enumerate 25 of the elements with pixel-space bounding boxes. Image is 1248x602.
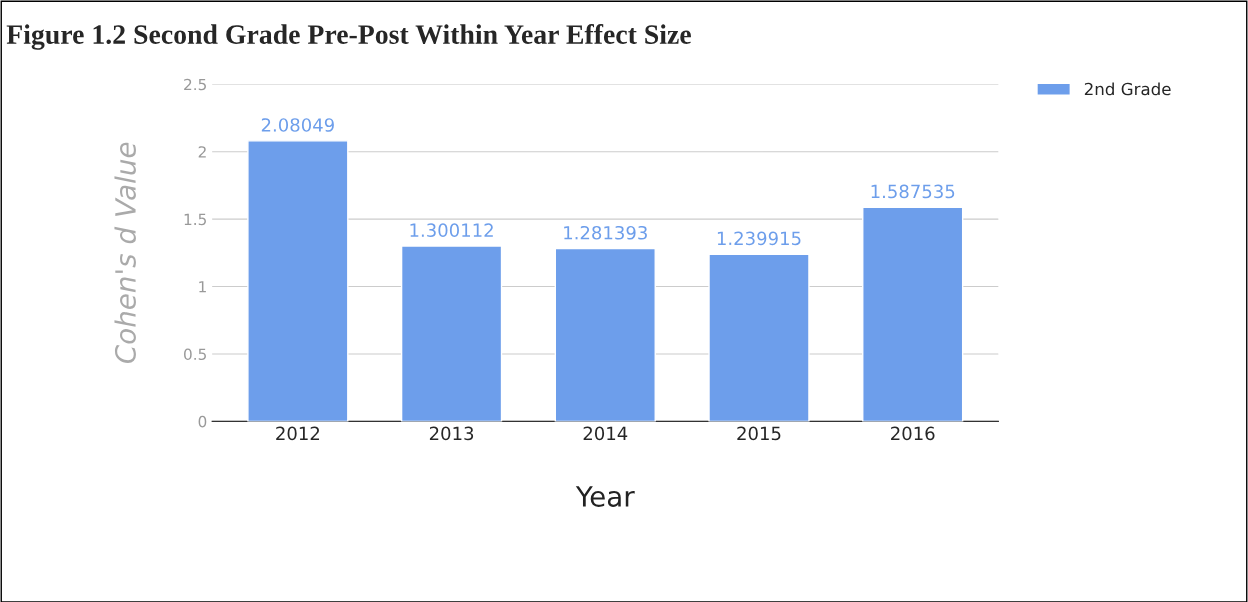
bar bbox=[247, 140, 349, 422]
bar bbox=[400, 245, 503, 422]
data-label: 1.281393 bbox=[564, 225, 647, 240]
x-tick-label: 2015 bbox=[737, 426, 781, 441]
x-tick-label: 2013 bbox=[429, 426, 474, 441]
bar bbox=[554, 247, 656, 422]
data-label: 1.239915 bbox=[717, 231, 801, 246]
y-tick-label: 2.5 bbox=[184, 78, 206, 91]
y-axis-title: Cohen's d Value bbox=[114, 142, 136, 364]
bar bbox=[862, 206, 964, 422]
x-tick-label: 2014 bbox=[583, 426, 628, 441]
y-tick-label: 0.5 bbox=[184, 348, 206, 360]
y-tick-label: 0 bbox=[198, 415, 207, 428]
y-tick-label: 1.5 bbox=[184, 213, 206, 226]
x-tick-label: 2012 bbox=[276, 426, 320, 441]
chart-title: Figure 1.2 Second Grade Pre-Post Within Year Effect Size bbox=[6, 24, 691, 50]
y-tick-label: 2 bbox=[198, 146, 206, 158]
x-tick-label: 2016 bbox=[891, 426, 935, 441]
y-tick-label: 1 bbox=[199, 281, 206, 293]
x-axis-title: Year bbox=[575, 486, 635, 507]
legend-label: 2nd Grade bbox=[1084, 82, 1171, 96]
bar bbox=[708, 253, 810, 422]
data-label: 1.587535 bbox=[871, 184, 955, 199]
data-label: 1.300112 bbox=[410, 223, 493, 238]
data-label: 2.08049 bbox=[261, 118, 334, 132]
